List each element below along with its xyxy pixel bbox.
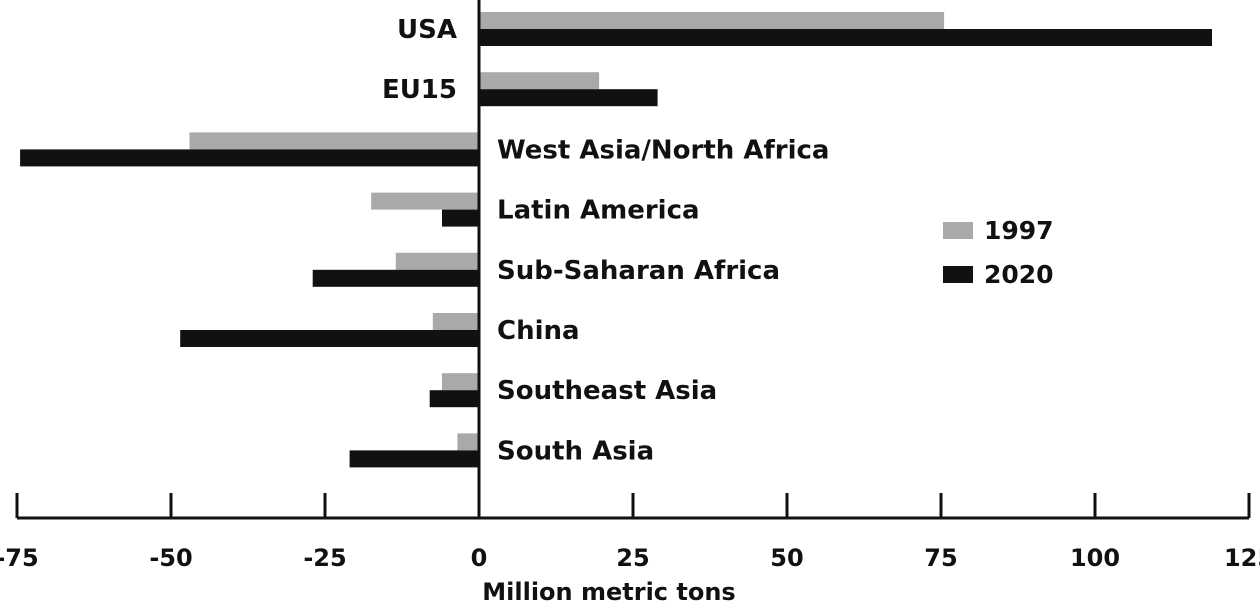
category-labels: USA EU15 West Asia/North Africa Latin Ameri… — [382, 15, 830, 466]
x-tick-label-0: 0 — [471, 544, 488, 572]
bar-sub-saharan-africa-2020 — [312, 269, 479, 287]
legend-label-2020: 2020 — [984, 260, 1054, 289]
x-axis-title: Million metric tons — [482, 578, 735, 606]
bar-china-2020 — [180, 330, 479, 347]
bar-eu15-2020 — [479, 89, 658, 107]
category-label-china: China — [497, 316, 580, 346]
category-label-sub-saharan-africa: Sub-Saharan Africa — [497, 256, 780, 286]
bars-layer — [20, 12, 1212, 468]
category-label-latin-america: Latin America — [497, 196, 700, 226]
bar-latin-america-2020 — [442, 209, 479, 227]
bar-southeast-asia-1997 — [442, 373, 479, 391]
bar-latin-america-1997 — [371, 192, 479, 210]
category-label-southeast-asia: Southeast Asia — [497, 376, 717, 406]
category-label-eu15: EU15 — [382, 75, 457, 105]
x-tick-label-25: 25 — [616, 544, 649, 572]
bar-west-asia-north-africa-1997 — [189, 132, 479, 150]
x-tick-label--25: -25 — [303, 544, 346, 572]
x-tick-label-125: 125 — [1224, 544, 1260, 572]
bar-china-1997 — [432, 313, 479, 330]
bar-south-asia-2020 — [349, 450, 479, 468]
x-tick-label-50: 50 — [770, 544, 803, 572]
legend-swatch-1997 — [943, 222, 973, 239]
bar-usa-2020 — [479, 29, 1212, 46]
bar-sub-saharan-africa-1997 — [395, 252, 479, 270]
bar-eu15-1997 — [479, 72, 600, 90]
x-tick-label-100: 100 — [1070, 544, 1120, 572]
x-axis: -75 -50 -25 0 25 50 75 100 125 — [0, 0, 1260, 572]
category-label-south-asia: South Asia — [497, 436, 654, 466]
category-label-west-asia-north-africa: West Asia/North Africa — [497, 135, 829, 165]
bar-west-asia-north-africa-2020 — [20, 149, 479, 167]
legend: 1997 2020 — [943, 216, 1054, 289]
x-tick-label--50: -50 — [149, 544, 192, 572]
legend-swatch-2020 — [943, 266, 973, 283]
bar-usa-1997 — [479, 12, 945, 29]
x-tick-label-75: 75 — [924, 544, 957, 572]
bar-south-asia-1997 — [457, 433, 479, 451]
bar-southeast-asia-2020 — [429, 390, 479, 408]
x-tick-label--75: -75 — [0, 544, 39, 572]
legend-label-1997: 1997 — [984, 216, 1054, 245]
category-label-usa: USA — [397, 15, 457, 45]
